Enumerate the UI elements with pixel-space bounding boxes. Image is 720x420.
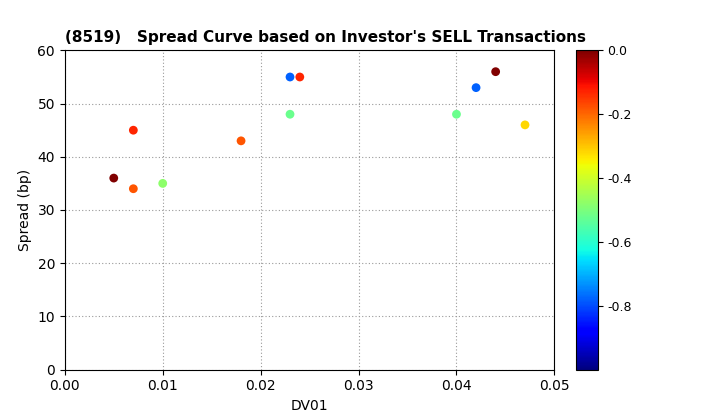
Text: (8519)   Spread Curve based on Investor's SELL Transactions: (8519) Spread Curve based on Investor's … (65, 30, 586, 45)
Point (294, 74, 305, 80)
Point (470, 84, 482, 91)
Point (284, 74, 296, 80)
Point (451, 111, 462, 118)
Point (127, 185, 139, 192)
Point (490, 68, 501, 75)
Y-axis label: Spread (bp): Spread (bp) (18, 169, 32, 251)
Point (157, 180, 168, 187)
Point (235, 137, 247, 144)
Point (284, 111, 296, 118)
Point (519, 121, 531, 128)
X-axis label: DV01: DV01 (291, 399, 328, 413)
Point (127, 127, 139, 134)
Point (108, 175, 120, 181)
